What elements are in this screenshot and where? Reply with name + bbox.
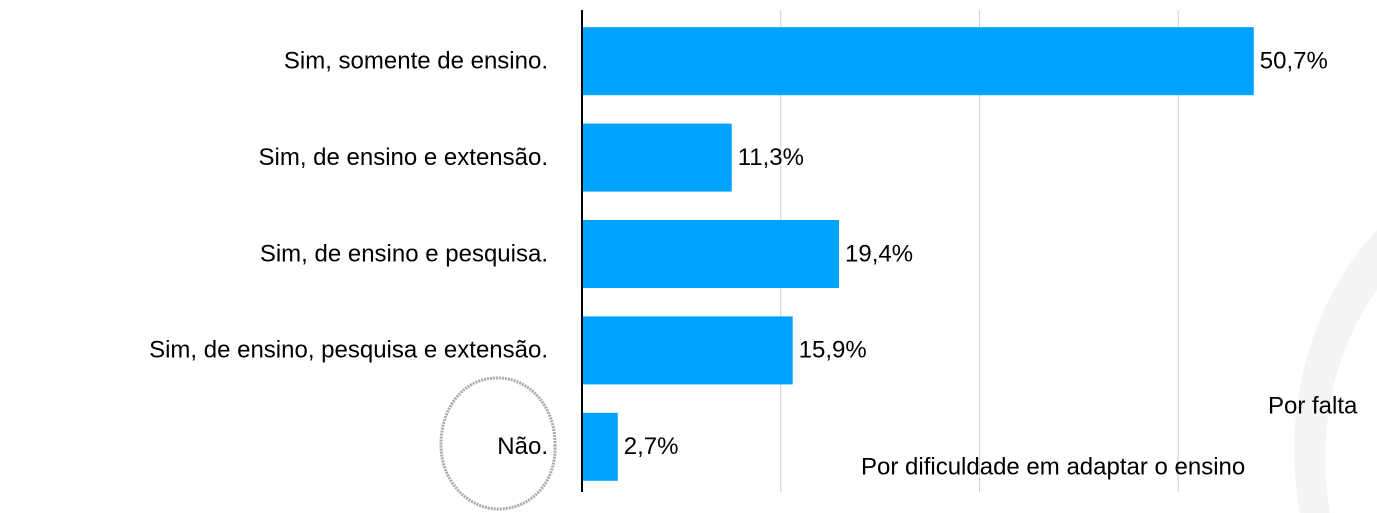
bar — [582, 220, 840, 288]
bar — [582, 123, 732, 192]
value-label: 15,9% — [799, 337, 867, 364]
value-label: 11,3% — [738, 144, 804, 171]
bars — [582, 27, 1254, 481]
watermark — [1294, 230, 1377, 513]
annotation: Por dificuldade em adaptar o ensino — [861, 453, 1245, 480]
value-label: 50,7% — [1260, 48, 1328, 75]
value-label: 19,4% — [845, 240, 913, 267]
y-tick-label: Não. — [497, 433, 548, 460]
y-tick-label: Sim, somente de ensino. — [284, 48, 548, 75]
bar — [582, 27, 1254, 96]
annotation: Por falta — [1268, 392, 1358, 419]
y-tick-label: Sim, de ensino e extensão. — [258, 144, 548, 171]
value-label: 2,7% — [624, 433, 679, 460]
y-tick-label: Sim, de ensino e pesquisa. — [260, 240, 548, 267]
highlight-circle — [439, 376, 557, 511]
bar — [582, 316, 793, 385]
bar — [582, 412, 618, 481]
y-tick-label: Sim, de ensino, pesquisa e extensão. — [149, 337, 548, 364]
